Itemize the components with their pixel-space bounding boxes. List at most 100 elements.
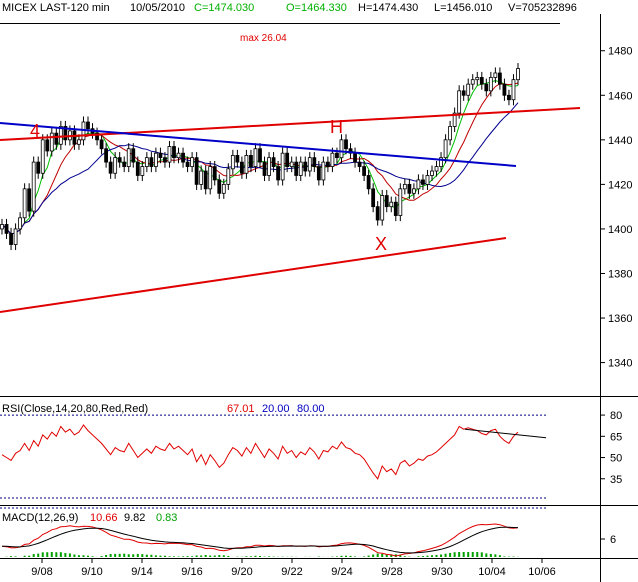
macd-histogram-bar [476,552,479,557]
candle-body [267,157,271,176]
candle-body [325,161,330,167]
candle-body [289,161,294,167]
candle-body [416,179,421,190]
macd-histogram-bar [222,555,225,557]
macd-hist-value: 0.83 [156,512,177,524]
candle-body [402,183,407,190]
header-symbol: MICEX LAST-120 min [2,2,110,14]
candle-body [104,148,109,163]
macd-histogram-bar [363,556,366,557]
rsi-trendline [464,428,547,439]
macd-histogram-bar [440,554,443,557]
macd-histogram-bar [159,555,162,557]
macd-histogram-bar [14,556,17,557]
macd-histogram-bar [259,555,261,557]
macd-histogram-bar [453,552,456,557]
candle-body [357,161,362,167]
blue-trendline [0,122,517,167]
candle-body [22,188,27,219]
rsi-tick-label: 35 [610,474,622,486]
candle-body [95,132,99,141]
panel-frames [0,14,638,582]
macd-histogram-bar [345,555,347,557]
candle-body [502,83,507,96]
macd-histogram-bar [195,555,198,557]
price-tick-label: 1440 [608,135,632,147]
candle-body [316,166,321,181]
macd-histogram-bar [227,555,230,557]
candle-body [108,161,113,174]
rsi-upper: 80.00 [297,403,325,415]
candle-body [176,152,181,159]
x-tick-label: 9/16 [181,566,202,578]
upper-red-trendline [0,107,581,141]
candle-body [163,157,167,163]
candle-body [221,183,226,194]
macd-signal-value: 9.82 [124,512,145,524]
x-tick-label: 9/24 [331,566,352,578]
candle-body [31,161,36,212]
rsi-lower: 20.00 [262,403,290,415]
candle-body [244,155,249,174]
macd-histogram-bar [55,552,58,557]
price-tick-label: 1480 [608,46,632,58]
candle-body [172,146,176,159]
candle-body [335,152,339,159]
macd-histogram-bar [245,556,248,557]
macd-histogram-bar [123,553,126,557]
macd-histogram-bar [421,556,424,557]
candle-body [0,224,4,230]
candle-body [303,161,308,172]
candle-body [461,90,466,96]
macd-histogram-bar [503,556,506,557]
wave-label-h: H [330,117,343,137]
candle-body [421,179,425,185]
price-tick-label: 1420 [608,179,632,191]
candle-body [217,179,222,194]
candle-body [285,152,290,167]
candle-body [375,206,380,221]
candle-body [493,72,498,78]
candle-body [312,157,317,167]
x-tick-label: 9/22 [281,566,302,578]
macd-histogram-bar [114,553,117,557]
candle-body [235,155,240,163]
macd-histogram-bar [480,552,483,557]
candle-body [144,157,149,167]
macd-histogram-bar [200,555,203,557]
macd-histogram-bar [390,554,393,557]
header-open: O=1464.330 [286,2,347,14]
candle-body [434,166,439,172]
macd-histogram-bar [385,553,388,557]
candle-body [13,228,18,245]
candle-body [72,130,77,145]
macd-histogram-bar [28,555,31,557]
moving-average-navy [1,102,519,235]
macd-histogram-bar [462,552,465,557]
header-high: H=1474.430 [358,2,418,14]
candle-body [466,83,471,96]
rsi-tick-label: 50 [610,453,622,465]
candle-body [9,232,13,245]
x-tick-label: 10/06 [528,566,556,578]
candle-body [411,188,416,194]
macd-histogram-bar [209,555,212,557]
candle-body [425,175,430,185]
max-label: max 26.04 [240,33,287,44]
candle-body [199,170,204,185]
rsi-label: RSI(Close,14,20,80,Red,Red) [2,403,148,415]
candle-body [389,201,394,208]
candle-body [366,175,371,190]
macd-histogram-bar [168,556,171,557]
candle-body [497,72,502,85]
macd-histogram-bar [173,556,175,557]
x-tick-label: 9/08 [31,566,52,578]
candle-body [230,155,235,170]
candle-body [276,166,281,181]
macd-histogram-bar [82,555,85,557]
macd-histogram-bar [10,556,13,557]
macd-histogram-bar [41,552,44,557]
macd-histogram-bar [367,555,370,557]
macd-histogram-bar [118,553,121,557]
candle-body [49,132,54,152]
